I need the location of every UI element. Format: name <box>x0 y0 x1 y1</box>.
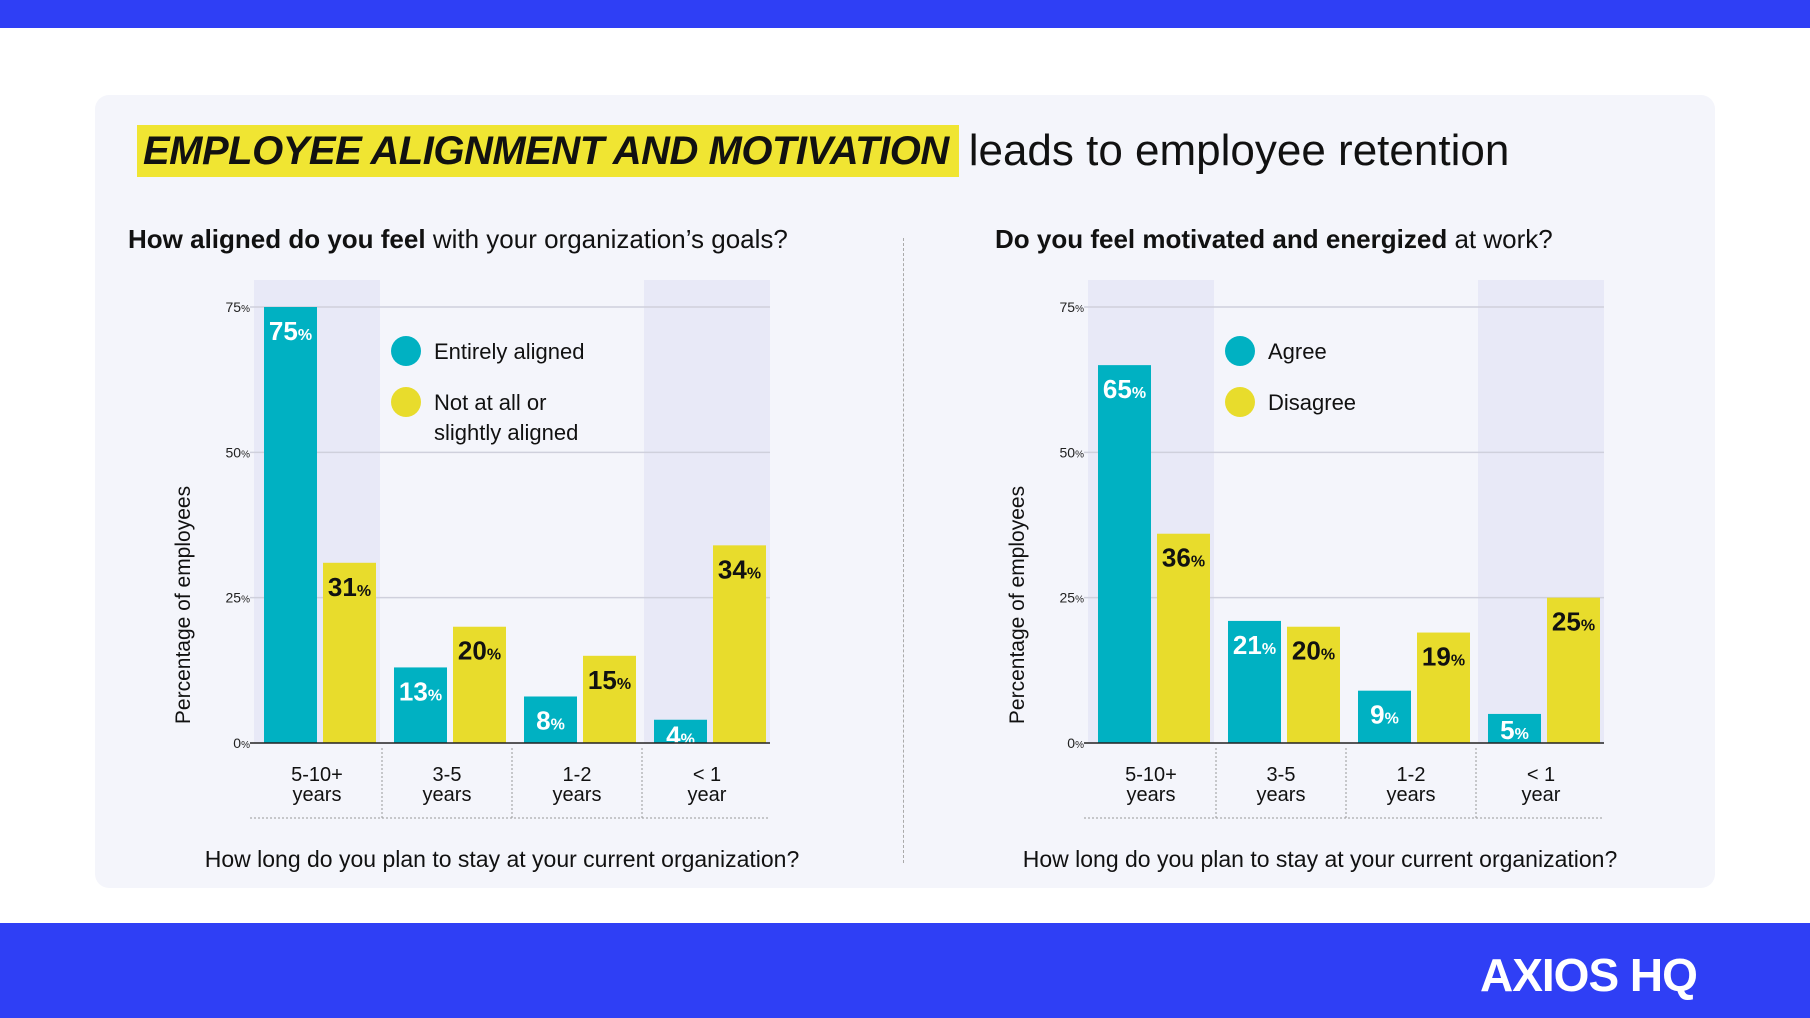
bar-yellow <box>1287 626 1340 743</box>
legend-swatch-teal <box>391 336 421 366</box>
top-bar <box>0 0 1810 28</box>
bar-value-label: 20% <box>1292 636 1335 666</box>
chart-1-title: How aligned do you feel with your organi… <box>128 224 788 255</box>
y-axis-label: Percentage of employees <box>1006 486 1029 724</box>
legend-label: slightly aligned <box>434 420 578 445</box>
x-tick-label: 5-10+ <box>291 764 343 786</box>
y-tick-label: 75% <box>1060 299 1085 315</box>
bar-yellow <box>1547 597 1600 743</box>
bar-yellow <box>1157 533 1210 743</box>
legend-label: Not at all or <box>434 390 547 415</box>
x-tick-label: year <box>688 784 727 806</box>
x-tick-label: years <box>1127 784 1176 806</box>
bar-teal <box>654 719 707 743</box>
bar-teal <box>1098 365 1151 743</box>
x-tick-label: years <box>1387 784 1436 806</box>
y-tick-label: 25% <box>226 590 251 606</box>
x-tick-label: < 1 <box>693 764 721 786</box>
x-tick-label: year <box>1522 784 1561 806</box>
legend-label: Entirely aligned <box>434 339 584 364</box>
bar-value-label: 25% <box>1552 607 1595 637</box>
y-tick-label: 0% <box>1067 735 1084 751</box>
headline-highlight: EMPLOYEE ALIGNMENT AND MOTIVATION <box>137 125 959 177</box>
x-tick-label: years <box>293 784 342 806</box>
legend-swatch-yellow <box>391 387 421 417</box>
legend-label: Agree <box>1268 339 1327 364</box>
x-tick-label: 1-2 <box>1397 764 1426 786</box>
legend-label: Disagree <box>1268 390 1356 415</box>
bar-value-label: 15% <box>588 665 631 695</box>
chart-1-title-rest: with your organization’s goals? <box>432 224 788 254</box>
x-tick-label: 1-2 <box>563 764 592 786</box>
bar-value-label: 13% <box>399 676 442 706</box>
bar-value-label: 8% <box>536 705 565 735</box>
bar-yellow <box>1417 632 1470 743</box>
bar-value-label: 34% <box>718 554 761 584</box>
chart-2-xlabel: How long do you plan to stay at your cur… <box>1022 846 1618 872</box>
x-tick-label: 5-10+ <box>1125 764 1177 786</box>
axios-hq-logo: AXIOS HQ <box>1480 949 1698 1001</box>
bar-yellow <box>453 626 506 743</box>
chart-2-title-bold: Do you feel motivated and energized <box>995 224 1448 254</box>
bar-yellow <box>713 545 766 743</box>
chart-2-title-rest: at work? <box>1454 224 1553 254</box>
y-tick-label: 25% <box>1060 590 1085 606</box>
y-tick-label: 50% <box>1060 444 1085 460</box>
bar-value-label: 5% <box>1500 715 1529 745</box>
headline: EMPLOYEE ALIGNMENT AND MOTIVATION leads … <box>137 124 1509 178</box>
bar-teal <box>1488 713 1541 743</box>
bar-value-label: 31% <box>328 572 371 602</box>
bar-teal <box>394 667 447 743</box>
bar-yellow <box>583 655 636 743</box>
x-tick-label: years <box>423 784 472 806</box>
y-tick-label: 50% <box>226 444 251 460</box>
x-tick-label: 3-5 <box>1267 764 1296 786</box>
x-tick-label: < 1 <box>1527 764 1555 786</box>
legend-swatch-teal <box>1225 336 1255 366</box>
bar-teal <box>524 696 577 743</box>
chart-2-title: Do you feel motivated and energized at w… <box>995 224 1553 255</box>
bar-value-label: 75% <box>269 316 312 346</box>
bar-value-label: 36% <box>1162 543 1205 573</box>
headline-rest: leads to employee retention <box>968 126 1510 175</box>
chart-1-title-bold: How aligned do you feel <box>128 224 426 254</box>
x-tick-label: years <box>553 784 602 806</box>
y-axis-label: Percentage of employees <box>172 486 195 724</box>
bar-value-label: 9% <box>1370 700 1399 730</box>
bar-value-label: 19% <box>1422 642 1465 672</box>
legend-swatch-yellow <box>1225 387 1255 417</box>
bar-value-label: 65% <box>1103 374 1146 404</box>
bar-teal <box>1358 690 1411 743</box>
bar-yellow <box>323 562 376 743</box>
bar-value-label: 21% <box>1233 630 1276 660</box>
x-tick-label: years <box>1257 784 1306 806</box>
bar-value-label: 20% <box>458 636 501 666</box>
x-tick-label: 3-5 <box>433 764 462 786</box>
y-tick-label: 75% <box>226 299 251 315</box>
bar-teal <box>1228 620 1281 743</box>
chart-divider <box>903 238 904 863</box>
bar-teal <box>264 307 317 743</box>
y-tick-label: 0% <box>233 735 250 751</box>
bottom-bar <box>0 923 1810 1018</box>
chart-1-xlabel: How long do you plan to stay at your cur… <box>204 846 800 872</box>
